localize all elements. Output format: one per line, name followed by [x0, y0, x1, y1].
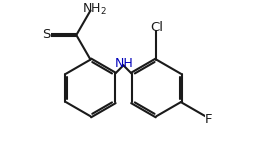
Text: S: S — [42, 28, 50, 41]
Text: NH: NH — [115, 57, 134, 70]
Text: F: F — [204, 112, 212, 126]
Text: Cl: Cl — [151, 21, 164, 34]
Text: NH$_2$: NH$_2$ — [82, 2, 107, 17]
